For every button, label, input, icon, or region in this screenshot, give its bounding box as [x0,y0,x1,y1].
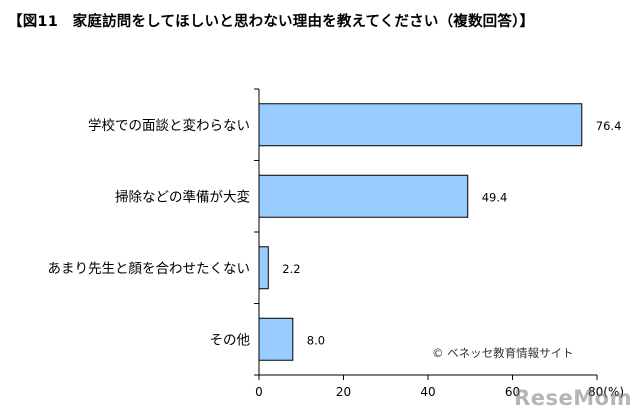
value-label-4: 8.0 [307,333,325,347]
value-label-3: 2.2 [282,262,300,276]
chart-title: 【図11 家庭訪問をしてほしいと思わない理由を教えてください（複数回答）】 [8,14,535,30]
category-label-1: 学校での面談と変わらない [88,117,250,134]
bar-2 [258,174,469,218]
bar-3 [258,246,269,290]
category-label-2: 掃除などの準備が大変 [115,188,250,205]
x-tick-label-40: 40 [420,385,435,399]
x-tick-label-60: 60 [505,385,520,399]
x-tick-label-80: 80(%) [588,385,624,399]
credit-text: © ベネッセ教育情報サイト [432,346,574,360]
category-label-4: その他 [210,332,251,348]
watermark-logo: ReseMom [514,386,632,410]
x-tick-label-0: 0 [255,385,263,399]
bar-1 [258,103,583,147]
bar-4 [258,317,294,361]
category-label-3: あまり先生と顔を合わせたくない [48,261,251,277]
value-label-1: 76.4 [596,119,622,133]
x-tick-label-20: 20 [336,385,351,399]
value-label-2: 49.4 [482,190,508,204]
